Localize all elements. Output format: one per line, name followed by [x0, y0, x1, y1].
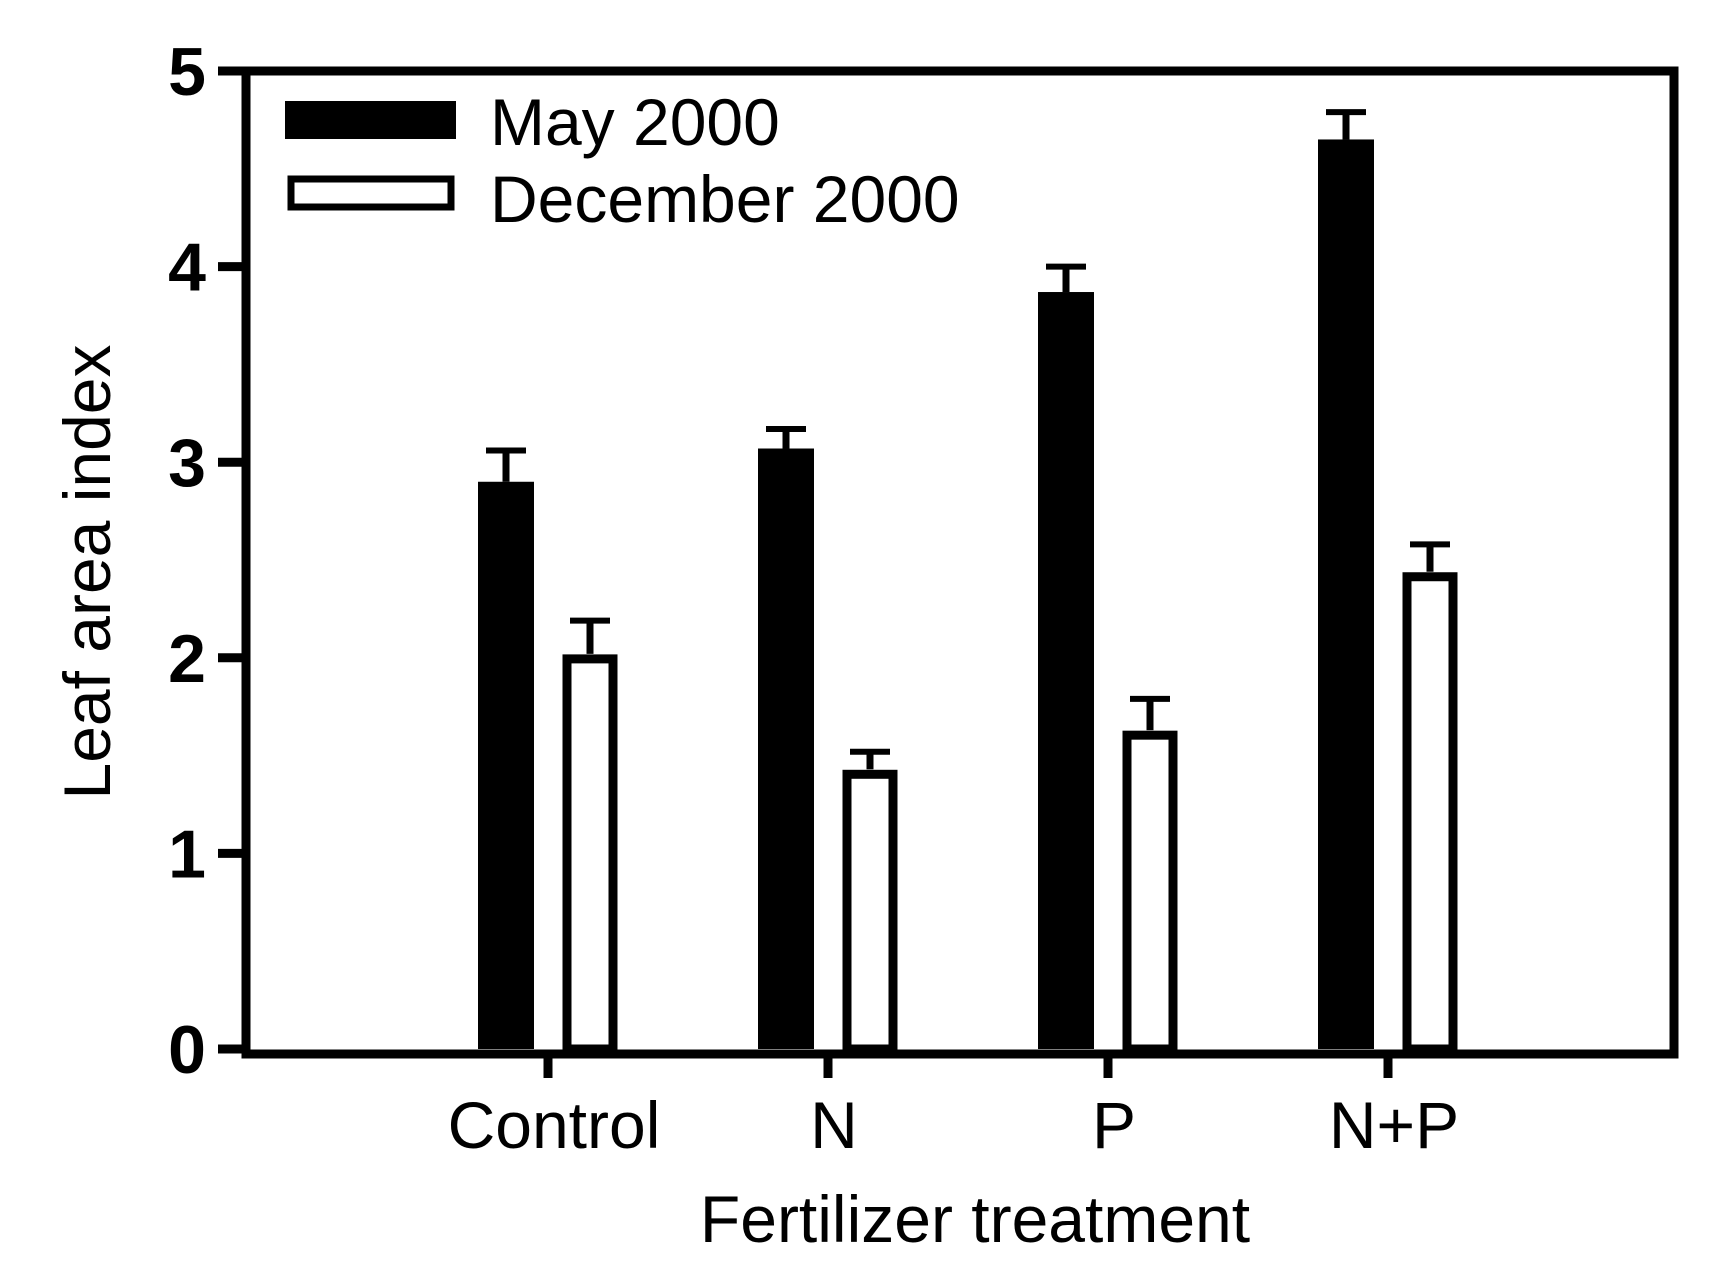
legend-swatch-december-2000 [287, 175, 455, 211]
y-tick-label: 5 [168, 34, 206, 110]
x-tick-label: N [810, 1088, 858, 1162]
x-tick-label: P [1092, 1088, 1136, 1162]
bar-may-2000 [1318, 139, 1374, 1049]
legend-swatch-may-2000 [285, 101, 456, 139]
y-tick-label: 3 [168, 425, 206, 501]
bar-may-2000 [758, 448, 814, 1049]
y-tick-label: 2 [168, 621, 206, 697]
x-axis: Control N P N+P [448, 1054, 1459, 1162]
bar-december-2000 [562, 654, 618, 1054]
bar-december-2000 [1122, 730, 1178, 1054]
legend-label-may-2000: May 2000 [490, 85, 780, 159]
plot-frame [241, 66, 1679, 1059]
y-axis: 0 1 2 3 4 5 [168, 34, 246, 1088]
x-tick-label: N+P [1329, 1088, 1459, 1162]
x-axis-title: Fertilizer treatment [700, 1182, 1250, 1256]
y-tick-label: 4 [168, 230, 206, 306]
bar-december-2000 [1402, 572, 1458, 1054]
y-tick-label: 0 [168, 1012, 206, 1088]
bar-december-2000 [842, 769, 898, 1054]
legend: May 2000 December 2000 [285, 85, 960, 236]
bar-may-2000 [1038, 292, 1094, 1049]
bar-may-2000 [478, 481, 534, 1049]
y-tick-label: 1 [168, 816, 206, 892]
y-axis-title: Leaf area index [50, 344, 124, 799]
legend-label-december-2000: December 2000 [490, 162, 960, 236]
x-tick-label: Control [448, 1088, 661, 1162]
bars-layer [478, 109, 1458, 1054]
